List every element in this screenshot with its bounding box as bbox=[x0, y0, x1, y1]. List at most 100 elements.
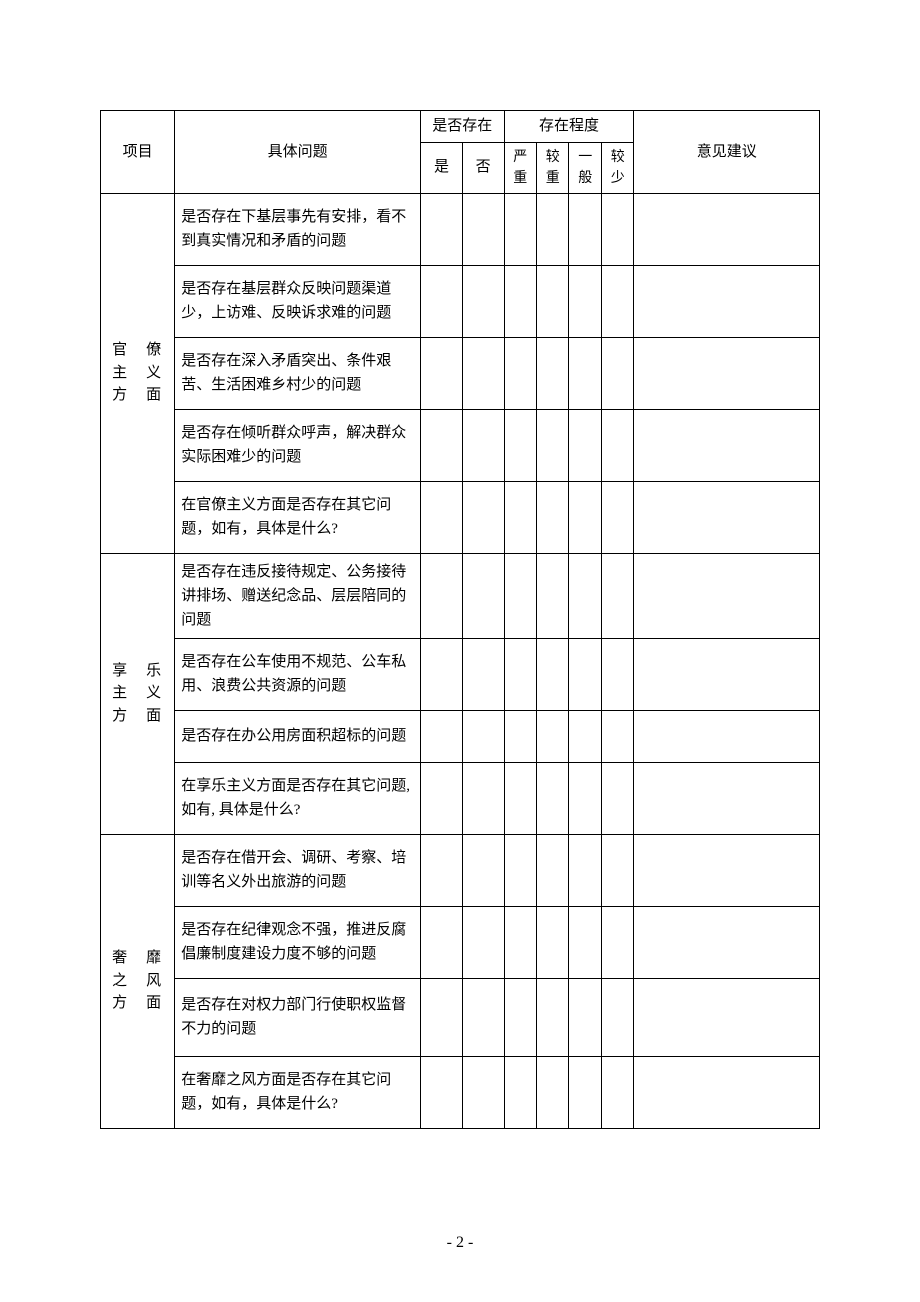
degree-cell[interactable] bbox=[537, 1056, 569, 1128]
degree-cell[interactable] bbox=[504, 265, 536, 337]
check-cell[interactable] bbox=[462, 193, 504, 265]
degree-cell[interactable] bbox=[569, 337, 601, 409]
header-question: 具体问题 bbox=[175, 111, 421, 194]
check-cell[interactable] bbox=[421, 481, 463, 553]
suggestion-cell[interactable] bbox=[634, 978, 820, 1056]
suggestion-cell[interactable] bbox=[634, 710, 820, 762]
suggestion-cell[interactable] bbox=[634, 1056, 820, 1128]
degree-cell[interactable] bbox=[569, 1056, 601, 1128]
degree-cell[interactable] bbox=[537, 710, 569, 762]
table-row: 享 乐主 义方 面是否存在违反接待规定、公务接待讲排场、赠送纪念品、层层陪同的问… bbox=[101, 553, 820, 638]
header-suggestion: 意见建议 bbox=[634, 111, 820, 194]
check-cell[interactable] bbox=[462, 1056, 504, 1128]
degree-cell[interactable] bbox=[537, 337, 569, 409]
check-cell[interactable] bbox=[462, 638, 504, 710]
degree-cell[interactable] bbox=[537, 834, 569, 906]
degree-cell[interactable] bbox=[601, 978, 633, 1056]
degree-cell[interactable] bbox=[569, 481, 601, 553]
suggestion-cell[interactable] bbox=[634, 906, 820, 978]
check-cell[interactable] bbox=[462, 337, 504, 409]
degree-cell[interactable] bbox=[504, 1056, 536, 1128]
check-cell[interactable] bbox=[462, 409, 504, 481]
degree-cell[interactable] bbox=[601, 193, 633, 265]
suggestion-cell[interactable] bbox=[634, 638, 820, 710]
check-cell[interactable] bbox=[462, 265, 504, 337]
table-row: 在享乐主义方面是否存在其它问题, 如有, 具体是什么? bbox=[101, 762, 820, 834]
suggestion-cell[interactable] bbox=[634, 481, 820, 553]
degree-cell[interactable] bbox=[601, 834, 633, 906]
question-text: 在享乐主义方面是否存在其它问题, 如有, 具体是什么? bbox=[175, 762, 421, 834]
degree-cell[interactable] bbox=[537, 978, 569, 1056]
suggestion-cell[interactable] bbox=[634, 265, 820, 337]
degree-cell[interactable] bbox=[601, 1056, 633, 1128]
suggestion-cell[interactable] bbox=[634, 553, 820, 638]
degree-cell[interactable] bbox=[569, 710, 601, 762]
degree-cell[interactable] bbox=[537, 193, 569, 265]
degree-cell[interactable] bbox=[537, 553, 569, 638]
header-no: 否 bbox=[462, 142, 504, 193]
degree-cell[interactable] bbox=[537, 762, 569, 834]
degree-cell[interactable] bbox=[601, 762, 633, 834]
degree-cell[interactable] bbox=[601, 906, 633, 978]
check-cell[interactable] bbox=[462, 710, 504, 762]
degree-cell[interactable] bbox=[504, 337, 536, 409]
degree-cell[interactable] bbox=[601, 638, 633, 710]
degree-cell[interactable] bbox=[504, 710, 536, 762]
degree-cell[interactable] bbox=[504, 193, 536, 265]
degree-cell[interactable] bbox=[569, 978, 601, 1056]
degree-cell[interactable] bbox=[601, 409, 633, 481]
check-cell[interactable] bbox=[421, 553, 463, 638]
degree-cell[interactable] bbox=[504, 834, 536, 906]
suggestion-cell[interactable] bbox=[634, 337, 820, 409]
check-cell[interactable] bbox=[462, 481, 504, 553]
degree-cell[interactable] bbox=[504, 762, 536, 834]
suggestion-cell[interactable] bbox=[634, 409, 820, 481]
check-cell[interactable] bbox=[421, 906, 463, 978]
degree-cell[interactable] bbox=[569, 762, 601, 834]
degree-cell[interactable] bbox=[537, 638, 569, 710]
check-cell[interactable] bbox=[462, 553, 504, 638]
degree-cell[interactable] bbox=[504, 553, 536, 638]
check-cell[interactable] bbox=[462, 978, 504, 1056]
degree-cell[interactable] bbox=[569, 553, 601, 638]
suggestion-cell[interactable] bbox=[634, 834, 820, 906]
degree-cell[interactable] bbox=[569, 193, 601, 265]
check-cell[interactable] bbox=[421, 409, 463, 481]
check-cell[interactable] bbox=[421, 638, 463, 710]
check-cell[interactable] bbox=[421, 193, 463, 265]
suggestion-cell[interactable] bbox=[634, 762, 820, 834]
table-row: 是否存在办公用房面积超标的问题 bbox=[101, 710, 820, 762]
degree-cell[interactable] bbox=[537, 265, 569, 337]
degree-cell[interactable] bbox=[569, 906, 601, 978]
degree-cell[interactable] bbox=[601, 265, 633, 337]
degree-cell[interactable] bbox=[504, 481, 536, 553]
degree-cell[interactable] bbox=[601, 481, 633, 553]
check-cell[interactable] bbox=[462, 834, 504, 906]
degree-cell[interactable] bbox=[504, 978, 536, 1056]
question-text: 是否存在违反接待规定、公务接待讲排场、赠送纪念品、层层陪同的问题 bbox=[175, 553, 421, 638]
question-text: 在官僚主义方面是否存在其它问题，如有，具体是什么? bbox=[175, 481, 421, 553]
degree-cell[interactable] bbox=[504, 409, 536, 481]
check-cell[interactable] bbox=[421, 337, 463, 409]
check-cell[interactable] bbox=[421, 834, 463, 906]
degree-cell[interactable] bbox=[569, 409, 601, 481]
degree-cell[interactable] bbox=[601, 553, 633, 638]
degree-cell[interactable] bbox=[504, 638, 536, 710]
check-cell[interactable] bbox=[421, 762, 463, 834]
degree-cell[interactable] bbox=[569, 265, 601, 337]
check-cell[interactable] bbox=[421, 265, 463, 337]
degree-cell[interactable] bbox=[569, 834, 601, 906]
degree-cell[interactable] bbox=[601, 337, 633, 409]
check-cell[interactable] bbox=[421, 978, 463, 1056]
check-cell[interactable] bbox=[421, 710, 463, 762]
suggestion-cell[interactable] bbox=[634, 193, 820, 265]
check-cell[interactable] bbox=[462, 762, 504, 834]
degree-cell[interactable] bbox=[601, 710, 633, 762]
degree-cell[interactable] bbox=[569, 638, 601, 710]
check-cell[interactable] bbox=[421, 1056, 463, 1128]
degree-cell[interactable] bbox=[537, 481, 569, 553]
check-cell[interactable] bbox=[462, 906, 504, 978]
degree-cell[interactable] bbox=[504, 906, 536, 978]
degree-cell[interactable] bbox=[537, 906, 569, 978]
degree-cell[interactable] bbox=[537, 409, 569, 481]
